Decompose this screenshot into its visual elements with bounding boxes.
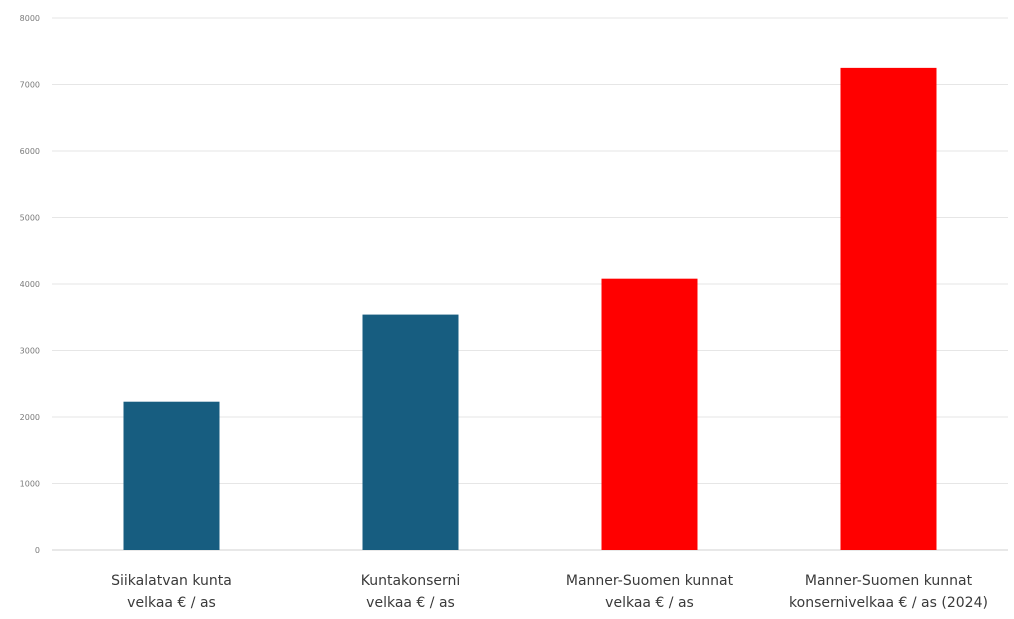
x-tick-label-line: Manner-Suomen kunnat [566, 573, 734, 589]
y-tick-label: 1000 [20, 480, 40, 489]
x-tick-label-line: Siikalatvan kunta [111, 573, 232, 589]
x-tick-label-line: velkaa € / as [605, 595, 694, 611]
y-tick-label: 7000 [20, 81, 40, 90]
y-tick-label: 5000 [20, 214, 40, 223]
x-tick-label: Kuntakonserni velkaa € / as [361, 573, 461, 611]
bar [362, 314, 459, 550]
x-tick-label: Manner-Suomen kunnat velkaa € / as [566, 573, 734, 611]
y-tick-label: 3000 [20, 347, 40, 356]
x-tick-label-line: velkaa € / as [366, 595, 455, 611]
y-tick-label: 4000 [20, 280, 40, 289]
y-tick-label: 6000 [20, 147, 40, 156]
x-tick-label-line: velkaa € / as [127, 595, 216, 611]
bars [123, 67, 937, 550]
bar [601, 278, 698, 550]
y-tick-label: 0 [35, 546, 40, 555]
x-tick-label-line: Manner-Suomen kunnat [805, 573, 973, 589]
y-axis: 0 1000 2000 3000 4000 5000 6000 7000 8000 [20, 14, 40, 555]
y-tick-label: 8000 [20, 14, 40, 23]
x-tick-label: Siikalatvan kunta velkaa € / as [111, 573, 232, 611]
x-tick-label-line: konsernivelkaa € / as (2024) [789, 595, 988, 611]
x-tick-label-line: Kuntakonserni [361, 573, 461, 589]
bar [123, 401, 220, 550]
x-axis: Siikalatvan kunta velkaa € / asKuntakonse… [111, 573, 988, 611]
y-tick-label: 2000 [20, 413, 40, 422]
bar [840, 67, 937, 550]
x-tick-label: Manner-Suomen kunnat konsernivelkaa € / a… [789, 573, 988, 611]
